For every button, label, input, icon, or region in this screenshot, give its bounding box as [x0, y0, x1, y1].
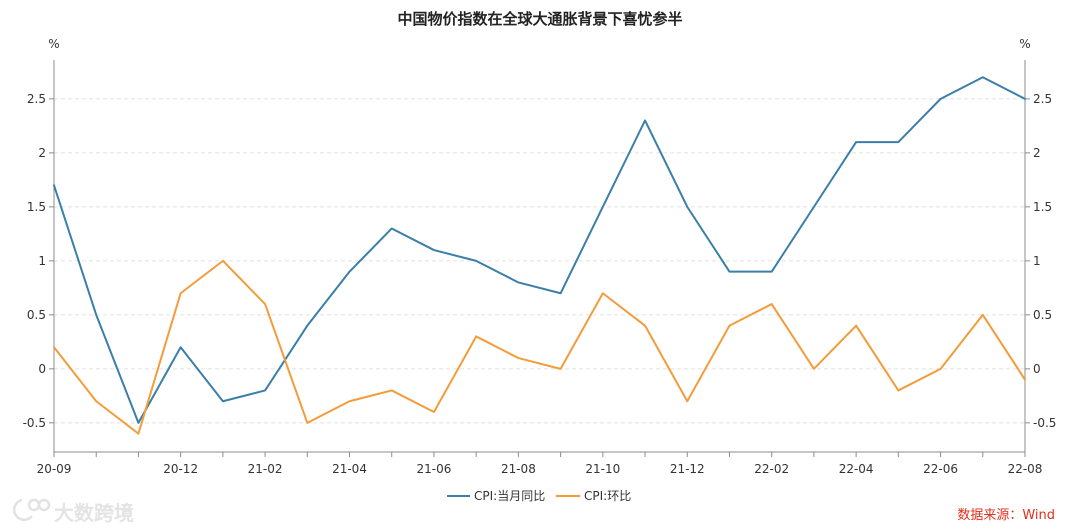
watermark-logo-icon [12, 498, 51, 521]
series-lines [53, 76, 1026, 435]
legend-label: CPI:当月同比 [474, 489, 545, 503]
axes [53, 60, 1026, 453]
y-tick-label-left: 0 [38, 362, 46, 376]
x-tick-label: 22-06 [923, 462, 958, 476]
gridlines [54, 98, 1025, 424]
watermark-text: 大数跨境 [54, 501, 134, 525]
y-tick-label-right: 0.5 [1033, 308, 1052, 322]
y-axis-unit-right: % [1019, 37, 1030, 51]
x-tick-label: 22-04 [839, 462, 874, 476]
y-tick-label-left: 1 [38, 254, 46, 268]
y-tick-label-right: 2 [1033, 146, 1041, 160]
x-tick-label: 20-12 [163, 462, 198, 476]
y-tick-label-left: 0.5 [27, 308, 46, 322]
watermark: 大数跨境 [12, 498, 134, 525]
y-tick-label-left: 2 [38, 146, 46, 160]
y-tick-label-right: 0 [1033, 362, 1041, 376]
legend: CPI:当月同比 CPI:环比 [447, 489, 631, 503]
y-axis-unit-left: % [48, 37, 59, 51]
chart-title: 中国物价指数在全球大通胀背景下喜忧参半 [397, 10, 682, 28]
y-tick-label-right: 2.5 [1033, 92, 1052, 106]
legend-item: CPI:环比 [556, 489, 631, 503]
y-tick-label-right: -0.5 [1033, 416, 1056, 430]
y-tick-label-right: 1.5 [1033, 200, 1052, 214]
x-tick-label: 21-12 [670, 462, 705, 476]
series-2-line [53, 259, 1026, 435]
x-tick-label: 21-08 [501, 462, 536, 476]
legend-item: CPI:当月同比 [447, 489, 545, 503]
series-1-line [53, 76, 1026, 424]
data-source: 数据来源：Wind [957, 508, 1055, 523]
x-tick-label: 21-10 [585, 462, 620, 476]
ticks: -0.5 -0.5 0 0 0.5 0.5 1 1 1.5 1.5 2 2 2.5 2.5 20-09 20-… [23, 92, 1057, 476]
x-tick-label: 20-09 [37, 462, 72, 476]
y-tick-label-right: 1 [1033, 254, 1041, 268]
x-tick-label: 22-08 [1008, 462, 1043, 476]
x-tick-label: 21-02 [248, 462, 283, 476]
x-tick-label: 22-02 [754, 462, 789, 476]
y-tick-label-left: -0.5 [23, 416, 46, 430]
x-tick-label: 21-04 [332, 462, 367, 476]
y-tick-label-left: 2.5 [27, 92, 46, 106]
y-tick-label-left: 1.5 [27, 200, 46, 214]
x-tick-label: 21-06 [417, 462, 452, 476]
legend-label: CPI:环比 [584, 489, 631, 503]
